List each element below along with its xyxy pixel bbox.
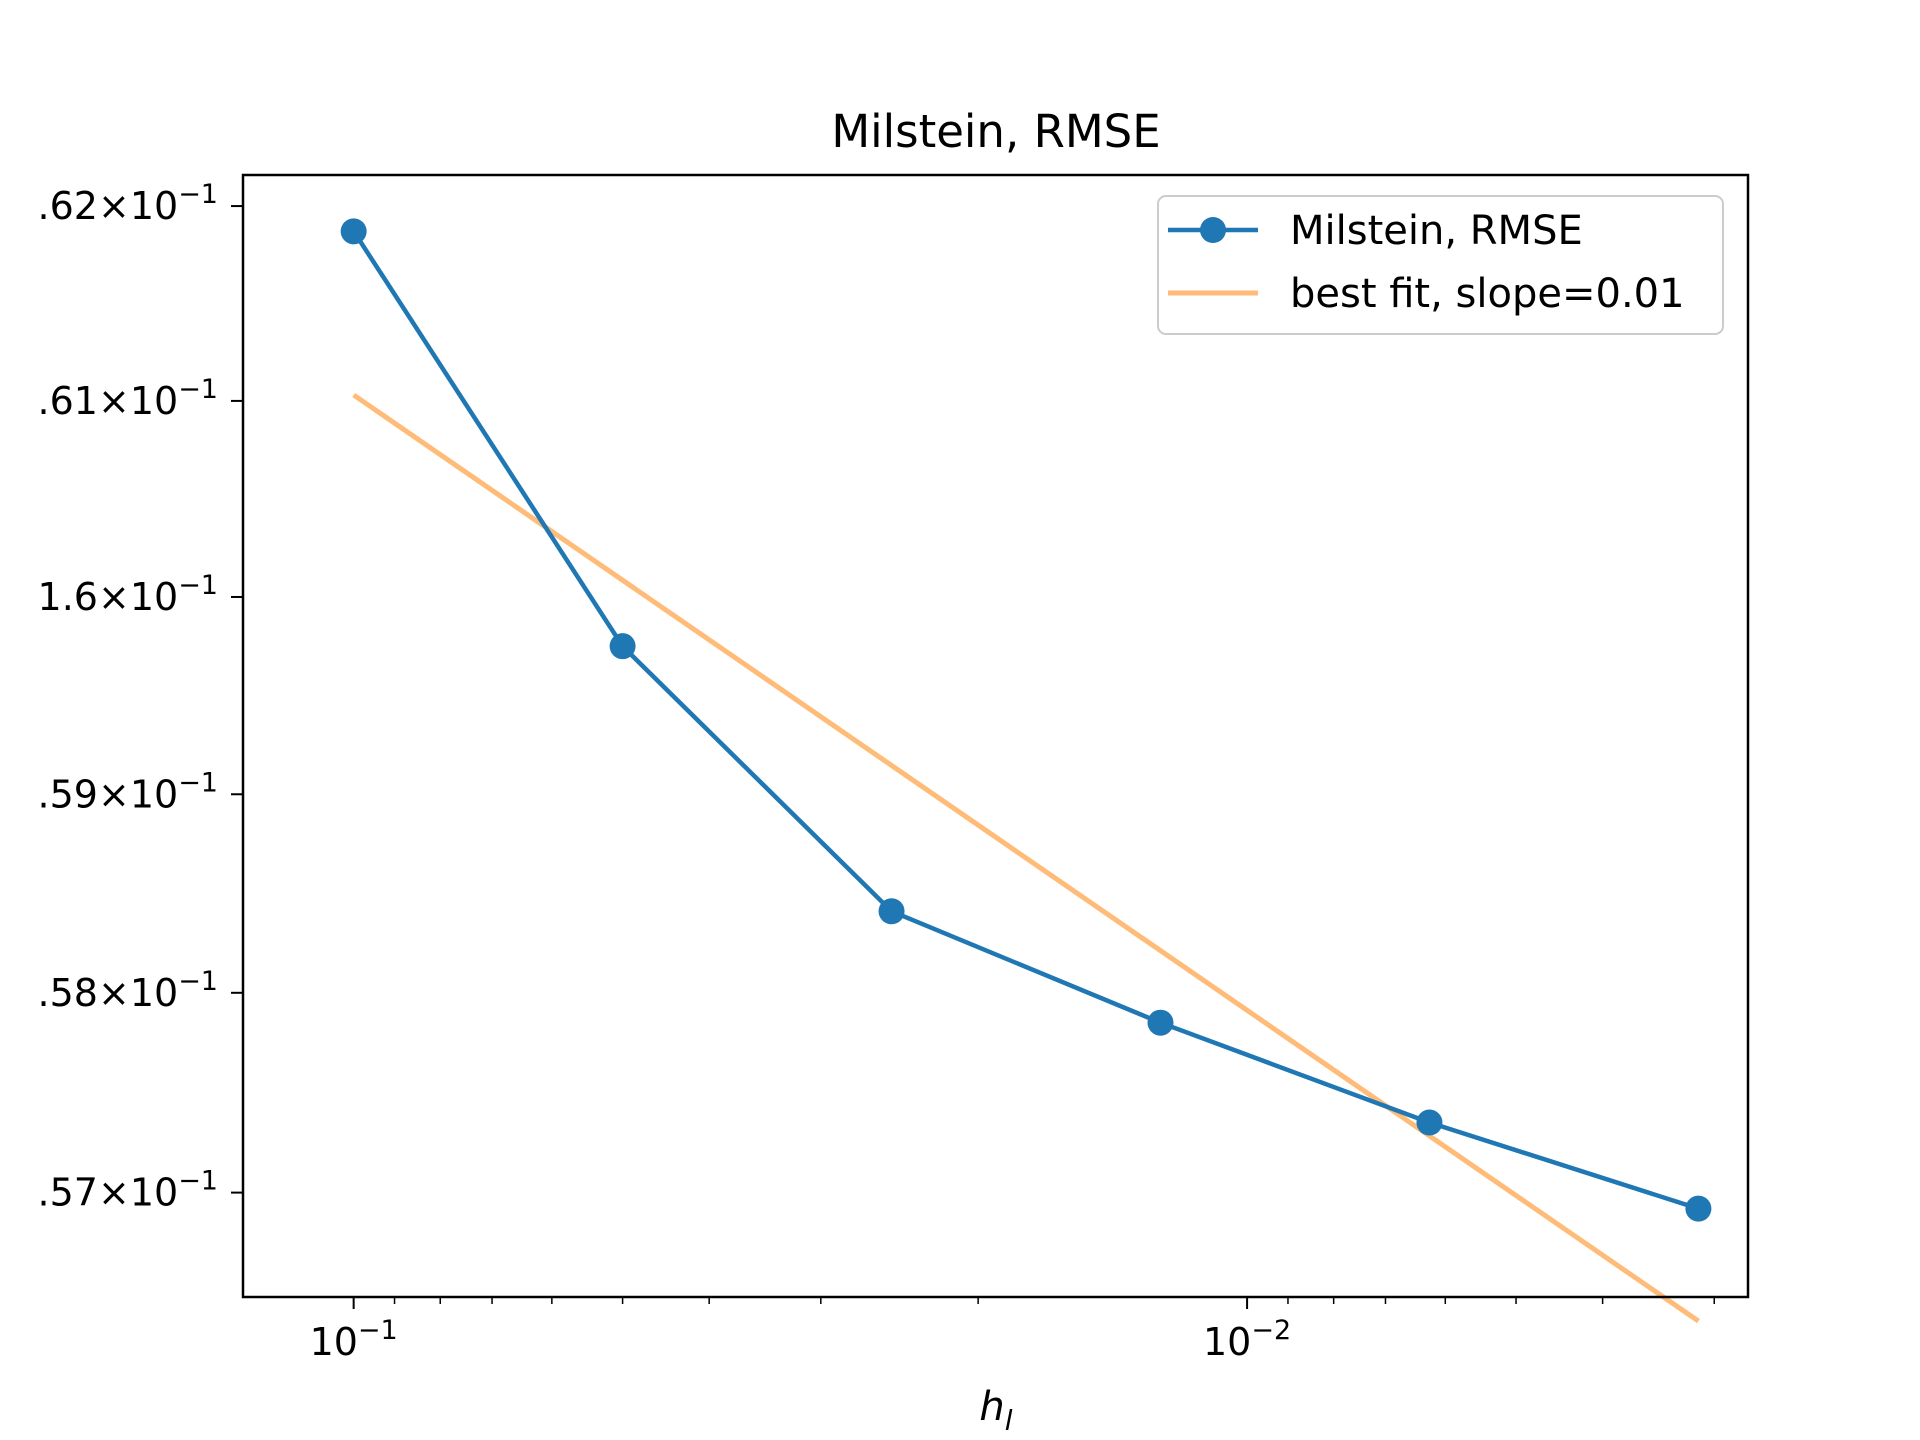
y-tick-mantissa: 1.6 [38,575,98,619]
y-tick-label: .58×10−1 [38,966,218,1015]
y-tick-label: 1.6×10−1 [38,570,218,619]
legend-label: best fit, slope=0.01 [1290,271,1685,317]
data-point [609,633,636,660]
x-tick-label: 10−2 [1203,1315,1291,1364]
y-tick-exponent: −1 [178,570,218,601]
legend-swatch-marker [1200,217,1226,243]
y-tick-mantissa: .61 [38,379,98,423]
y-tick-mantissa: .62 [38,184,98,228]
y-tick-exponent: −1 [178,767,218,798]
y-tick-exponent: −1 [178,1166,218,1197]
y-tick-times: ×10 [98,184,178,228]
y-tick-label: .59×10−1 [38,767,218,816]
y-axis-ticks: .62×10−1.61×10−11.6×10−1.59×10−1.58×10−1… [38,179,243,1215]
y-tick-times: ×10 [98,379,178,423]
data-point [340,218,367,245]
x-tick-base: 10 [1203,1320,1251,1364]
y-tick-times: ×10 [98,971,178,1015]
y-tick-exponent: −1 [178,966,218,997]
chart-title: Milstein, RMSE [831,105,1160,158]
x-axis-label-main: h [979,1384,1004,1430]
y-tick-exponent: −1 [178,374,218,405]
data-point [1416,1109,1443,1136]
x-axis-label-subscript: l [1005,1404,1013,1437]
x-axis-label: hl [979,1384,1012,1437]
y-tick-times: ×10 [98,575,178,619]
y-tick-label: .61×10−1 [38,374,218,423]
legend: Milstein, RMSE best fit, slope=0.01 [1157,195,1724,335]
data-point [1685,1195,1712,1222]
legend-box [1157,195,1724,335]
data-point [878,898,905,925]
y-tick-exponent: −1 [178,179,218,210]
x-tick-label: 10−1 [310,1315,398,1364]
x-tick-exponent: −2 [1251,1315,1291,1346]
plot-area [340,218,1712,1324]
x-tick-base: 10 [310,1320,358,1364]
y-tick-mantissa: .57 [38,1171,98,1215]
data-point [1147,1009,1174,1036]
x-axis-ticks: 10−1 10−2 [310,1297,1715,1364]
y-tick-mantissa: .59 [38,772,98,816]
x-tick-exponent: −1 [358,1315,398,1346]
axes-frame [241,173,1750,1299]
y-tick-label: .62×10−1 [38,179,218,228]
series-line-best-fit [352,392,1700,1324]
y-tick-times: ×10 [98,1171,178,1215]
y-tick-mantissa: .58 [38,971,98,1015]
legend-label: Milstein, RMSE [1290,208,1583,254]
series-line-milstein-rmse [351,230,1700,1211]
y-tick-times: ×10 [98,772,178,816]
y-tick-label: .57×10−1 [38,1166,218,1215]
